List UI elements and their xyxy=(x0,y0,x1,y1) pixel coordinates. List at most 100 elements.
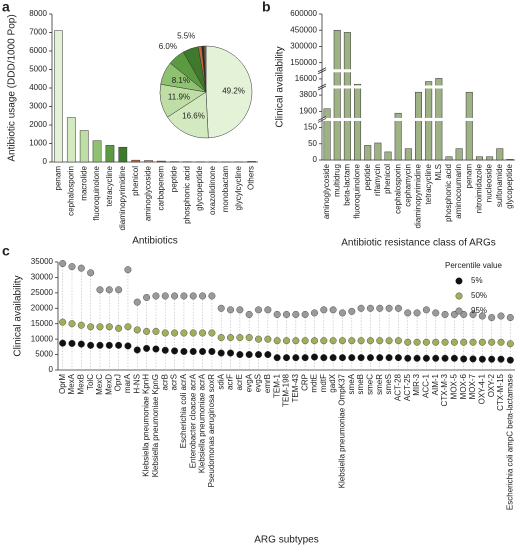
bar xyxy=(374,142,382,161)
point xyxy=(264,335,272,343)
point xyxy=(59,260,67,268)
x-tick-label: multidrug xyxy=(332,164,341,197)
x-tick-label: mdtF xyxy=(319,374,328,392)
slice-label: 5.5% xyxy=(177,32,195,41)
x-tick-label: phenicol xyxy=(383,164,392,194)
point xyxy=(245,334,253,342)
point xyxy=(422,338,430,346)
x-tick-label: tetracycline xyxy=(424,163,433,204)
axis-break xyxy=(323,85,516,89)
bar xyxy=(465,91,473,161)
break-mark xyxy=(317,69,327,75)
x-tick-label: smeR xyxy=(375,374,384,395)
x-tick-label: ACT-28 xyxy=(394,373,403,401)
bar xyxy=(54,30,63,163)
y-tick-label: 3800 xyxy=(299,90,317,99)
bar xyxy=(404,148,412,161)
bar xyxy=(496,148,504,161)
x-tick-label: OprJ xyxy=(114,374,123,391)
point xyxy=(115,341,123,349)
y-tick-label: 6000 xyxy=(29,46,47,55)
x-tick-label: Pseudomonas aeruginosa soxR xyxy=(207,374,216,488)
point xyxy=(357,354,365,362)
x-tick-label: cephalosporin xyxy=(393,164,402,214)
x-tick-label: macrolide xyxy=(79,165,88,200)
x-tick-label: MOX-6 xyxy=(459,373,468,399)
point xyxy=(96,323,104,331)
point xyxy=(143,293,151,301)
break-mark xyxy=(317,116,327,121)
point xyxy=(450,338,458,346)
x-tick-label: glycopeptide xyxy=(505,163,514,208)
point xyxy=(478,312,486,320)
point xyxy=(133,346,141,354)
y-tick-label: 5000 xyxy=(35,350,53,359)
bar xyxy=(333,29,341,161)
x-tick-label: evgS xyxy=(254,374,263,392)
pie-slice xyxy=(167,91,209,139)
x-tick-label: diaminopyrimidine xyxy=(414,163,423,228)
point xyxy=(115,286,123,294)
point xyxy=(87,341,95,349)
bar xyxy=(118,146,128,163)
axis-break xyxy=(323,69,516,73)
point xyxy=(404,354,412,362)
point xyxy=(404,309,412,317)
x-tick-label: sdiA xyxy=(216,373,225,389)
y-tick-label: 2000 xyxy=(29,120,47,129)
x-tick-label: rifamycin xyxy=(373,164,382,196)
point xyxy=(171,329,179,337)
point xyxy=(171,347,179,355)
point xyxy=(208,292,216,300)
point xyxy=(338,354,346,362)
x-tick-label: peptide xyxy=(363,163,372,190)
point xyxy=(413,354,421,362)
y-tick-label: 0 xyxy=(313,155,318,164)
point xyxy=(329,306,337,314)
point xyxy=(338,337,346,345)
slice-label: 6.0% xyxy=(159,42,177,51)
slice-label: 16.6% xyxy=(182,112,205,121)
point xyxy=(488,338,496,346)
break-mark xyxy=(317,83,327,89)
x-tick-label: glycylcycline xyxy=(234,165,243,210)
x-tick-label: Others xyxy=(247,166,256,190)
point xyxy=(460,338,468,346)
point xyxy=(506,340,514,348)
x-tick-label: tetracycline xyxy=(105,165,114,206)
y-tick-label: 25000 xyxy=(31,288,54,297)
y-tick-label: 10000 xyxy=(31,334,54,343)
x-tick-label: sulfonamide xyxy=(495,163,504,207)
point xyxy=(320,354,328,362)
point xyxy=(264,306,272,314)
x-tick-label: MIR-3 xyxy=(412,373,421,395)
legend-swatch xyxy=(455,307,463,315)
x-tick-label: TEM-1 xyxy=(272,373,281,398)
legend-swatch xyxy=(455,292,463,300)
point xyxy=(105,341,113,349)
bar xyxy=(92,140,102,163)
x-tick-label: CTX-M-3 xyxy=(440,373,449,406)
point xyxy=(338,309,346,317)
point xyxy=(310,337,318,345)
x-tick-label: phenicol xyxy=(131,166,140,196)
point xyxy=(348,354,356,362)
y-tick-label: 4000 xyxy=(29,83,47,92)
point xyxy=(161,329,169,337)
point xyxy=(143,344,151,352)
point xyxy=(180,347,188,355)
point xyxy=(376,304,384,312)
point xyxy=(376,354,384,362)
point xyxy=(460,355,468,363)
bar xyxy=(131,159,141,163)
x-tick-label: acrS xyxy=(170,374,179,390)
y-tick-label: 1900 xyxy=(299,106,317,115)
point xyxy=(161,292,169,300)
y-tick-label: 35000 xyxy=(31,257,54,266)
point xyxy=(329,337,337,345)
pie-slice xyxy=(205,45,253,139)
bar xyxy=(414,91,423,161)
x-tick-label: nitroimidazole xyxy=(475,163,484,213)
x-tick-label: CRP xyxy=(300,374,309,391)
x-tick-label: peptide xyxy=(169,165,178,192)
